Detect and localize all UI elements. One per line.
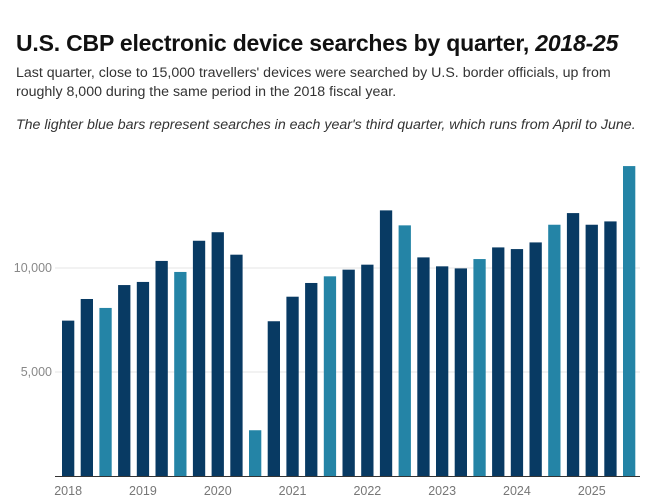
bar [585, 224, 598, 476]
bar [211, 232, 224, 476]
bar [529, 242, 542, 476]
bar [436, 266, 449, 476]
bar [305, 282, 318, 476]
chart-title: U.S. CBP electronic device searches by q… [16, 30, 618, 57]
bar [80, 298, 93, 476]
x-axis-ticks: 2018 2019 2020 2021 2022 2023 2024 2025 [54, 484, 605, 498]
chart-subtitle: Last quarter, close to 15,000 travellers… [16, 65, 611, 100]
bar-q3 [398, 225, 411, 476]
bar [454, 268, 467, 476]
bar-q3 [623, 166, 636, 476]
bar [417, 257, 430, 476]
x-tick-label: 2023 [428, 484, 456, 498]
bar-q3 [249, 430, 262, 476]
bar [118, 285, 131, 476]
x-tick-label: 2019 [129, 484, 157, 498]
bar [361, 264, 374, 476]
chart-title-main: U.S. CBP electronic device searches by q… [16, 30, 536, 56]
bar [492, 247, 505, 476]
bar [62, 320, 75, 476]
bar-q3 [548, 224, 561, 476]
bar [566, 213, 580, 476]
bar [192, 240, 206, 476]
chart-title-years: 2018-25 [535, 30, 619, 56]
x-tick-label: 2018 [54, 484, 82, 498]
bar [379, 210, 393, 476]
bars [62, 166, 636, 476]
bar [604, 221, 617, 476]
bar-q3 [174, 271, 187, 476]
bar [230, 254, 243, 476]
x-tick-label: 2025 [578, 484, 606, 498]
x-tick-label: 2021 [279, 484, 307, 498]
x-tick-label: 2020 [204, 484, 232, 498]
x-tick-label: 2022 [353, 484, 381, 498]
bar-q3 [99, 307, 112, 476]
bar [136, 281, 150, 476]
y-axis-ticks: 5,000 10,000 [14, 261, 52, 379]
bar-q3 [473, 259, 486, 476]
bar [155, 260, 168, 476]
bar-q3 [323, 276, 337, 476]
chart-note: The lighter blue bars represent searches… [16, 117, 636, 133]
bar [286, 296, 299, 476]
bar [510, 249, 524, 476]
bar [267, 321, 280, 476]
y-tick-label: 10,000 [14, 261, 52, 275]
bar [342, 269, 355, 476]
x-tick-label: 2024 [503, 484, 531, 498]
y-tick-label: 5,000 [21, 365, 52, 379]
